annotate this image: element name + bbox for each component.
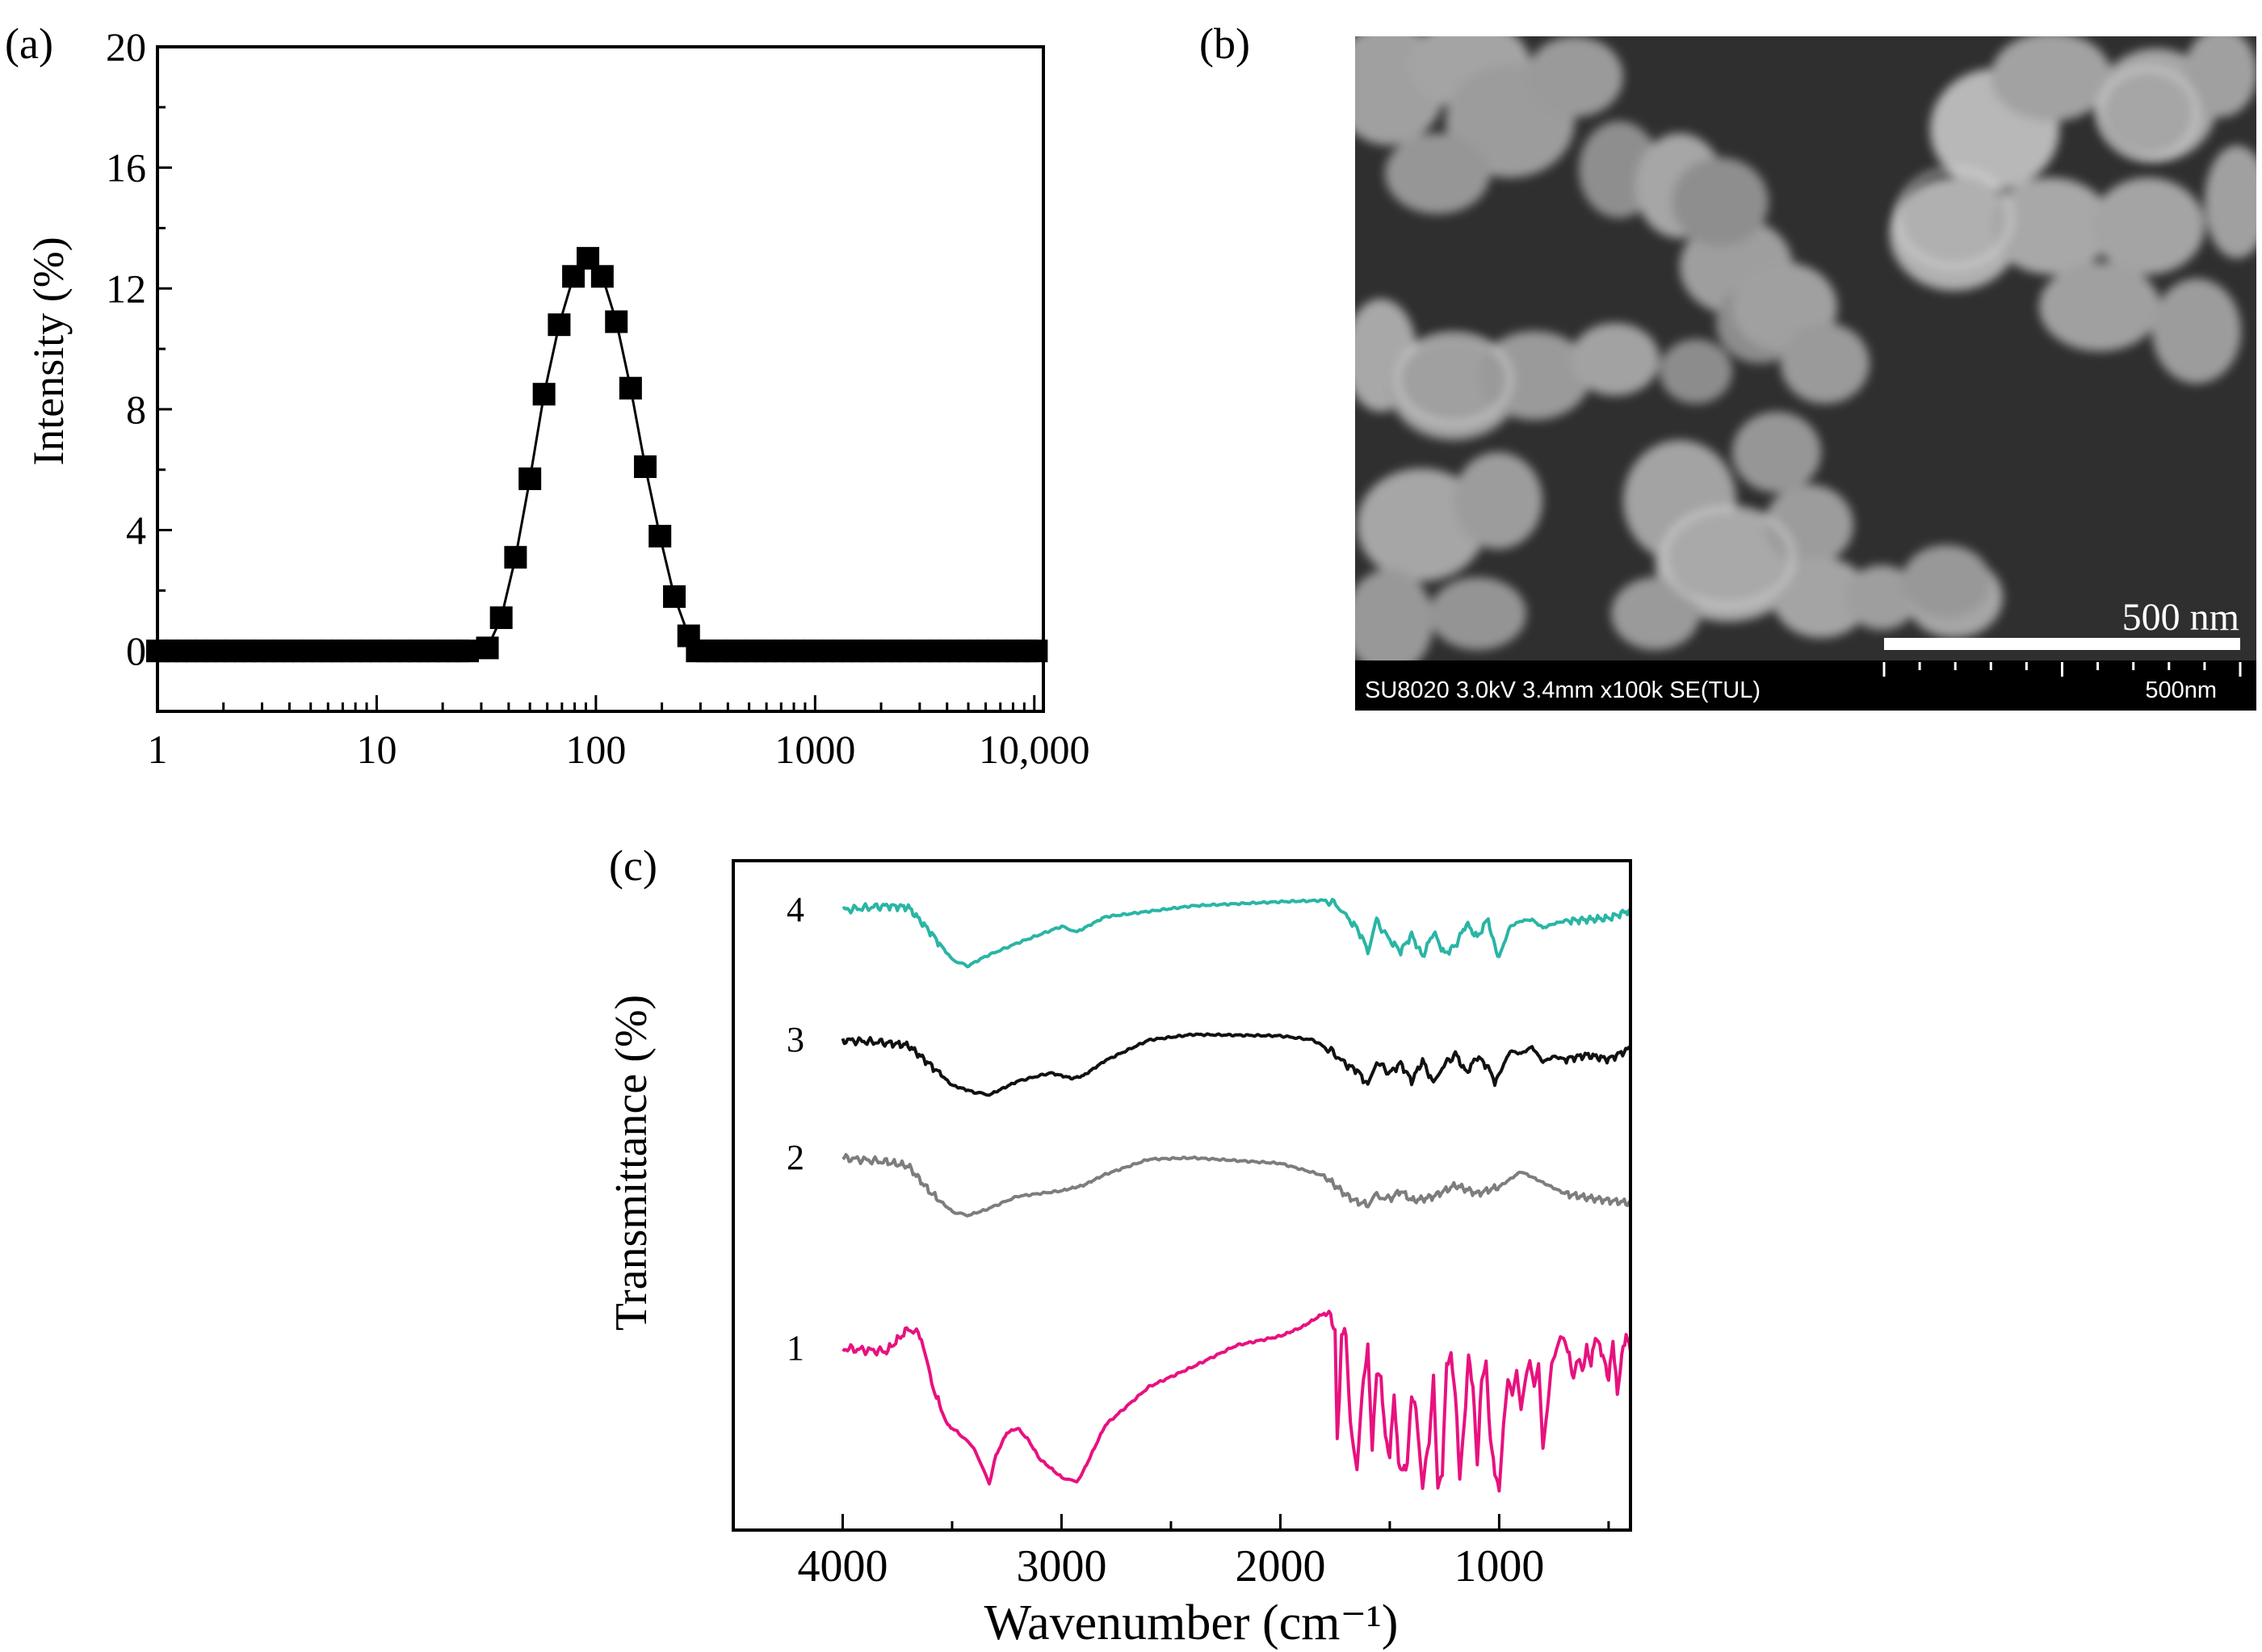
sem-particle <box>2092 178 2205 275</box>
sem-scale-bar <box>1884 638 2240 650</box>
chart-c-series-label: 3 <box>787 1020 804 1059</box>
sem-particle <box>1454 452 1542 549</box>
chart-c-series-3-line <box>841 1032 1632 1097</box>
sem-particle-edge <box>1895 166 2014 270</box>
chart-a-x-tick-label: 1 <box>148 727 168 772</box>
sem-particle <box>1773 557 1870 638</box>
chart-a-x-tick-label: 10,000 <box>979 727 1090 772</box>
chart-a-point-baseline <box>456 639 479 663</box>
sem-particle-edges <box>1394 65 2200 609</box>
chart-c-x-tick-label: 3000 <box>1016 1541 1106 1591</box>
sem-particle <box>2205 145 2256 258</box>
sem-particle-edge <box>2096 65 2200 161</box>
sem-particle <box>1357 468 1486 581</box>
chart-a-y-tick-label: 0 <box>126 628 146 673</box>
chart-c-ylabel: Transmittance (%) <box>606 995 657 1331</box>
panel-label-a: (a) <box>5 19 53 68</box>
chart-c-series-label: 4 <box>787 890 804 929</box>
chart-c-series-2-line <box>841 1153 1632 1218</box>
chart-a-y-tick-label: 12 <box>106 266 146 311</box>
sem-particle <box>1781 323 1870 404</box>
chart-c-x-tick-label: 1000 <box>1454 1541 1544 1591</box>
sem-particle <box>1890 178 2019 291</box>
sem-particle <box>2184 36 2256 117</box>
chart-a-y-tick-label: 8 <box>126 387 146 432</box>
chart-a-y-axis: 0 4 8 12 16 20 <box>106 24 172 673</box>
sem-info-scale-ruler <box>1882 662 2242 677</box>
chart-a-point <box>532 383 556 406</box>
sem-particle <box>1845 565 1918 630</box>
sem-particle <box>1355 569 1433 674</box>
chart-a-y-tick-label: 20 <box>106 24 146 69</box>
sem-particle <box>1571 323 1660 396</box>
chart-a-y-tick-label: 4 <box>126 508 146 553</box>
chart-a-point <box>648 525 672 548</box>
chart-c-series-1-line <box>841 1310 1632 1493</box>
sem-particle <box>1991 178 2112 275</box>
sem-particle <box>1611 577 1700 650</box>
sem-particle-edge <box>1660 505 1796 609</box>
panel-label-c: (c) <box>609 841 657 890</box>
sem-particle <box>2039 262 2160 351</box>
chart-a-ylabel: Intensity (%) <box>24 237 73 465</box>
panel-a-size-distribution-chart: (a) Intensity (%) 0 4 8 12 16 20 1 10 100 1000 10… <box>5 19 1090 772</box>
chart-a-point <box>605 310 628 333</box>
chart-c-x-tick-label: 2000 <box>1235 1541 1325 1591</box>
sem-info-bar-text: SU8020 3.0kV 3.4mm x100k SE(TUL) <box>1365 677 1760 703</box>
chart-a-point <box>619 376 642 400</box>
panel-b-sem-image: (b) <box>1199 19 2256 711</box>
chart-c-series-label: 2 <box>787 1138 804 1177</box>
chart-a-y-tick-label: 16 <box>106 145 146 191</box>
chart-a-point <box>518 467 542 490</box>
sem-particle <box>1765 484 1853 565</box>
chart-c-plot-frame <box>732 859 1632 1532</box>
sem-particle <box>1672 157 1769 246</box>
chart-a-point <box>504 546 527 569</box>
chart-a-point <box>677 624 700 648</box>
chart-a-x-tick-label: 10 <box>356 727 397 772</box>
sem-scale-bar-label: 500 nm <box>2122 596 2239 639</box>
chart-a-series <box>146 246 1048 663</box>
sem-particle <box>2152 279 2241 384</box>
chart-a-x-tick-label: 100 <box>565 727 626 772</box>
chart-c-x-axis: 4000 3000 2000 1000 <box>797 1514 1610 1591</box>
sem-particle <box>1902 545 1991 618</box>
panel-c-ftir-chart: (c) Transmittance (%) Wavenumber (cm⁻¹) … <box>606 841 1632 1650</box>
chart-c-xlabel: Wavenumber (cm⁻¹) <box>984 1595 1399 1650</box>
chart-a-point <box>548 313 571 337</box>
sem-particle-edge <box>1394 332 1513 427</box>
chart-a-point <box>489 606 513 630</box>
sem-particle <box>1385 133 1490 214</box>
chart-c-series-label: 1 <box>787 1328 804 1368</box>
chart-a-x-tick-label: 1000 <box>774 727 855 772</box>
chart-a-series-line <box>486 256 690 649</box>
chart-a-plot-frame <box>156 45 1045 713</box>
sem-particle <box>1429 577 1526 650</box>
sem-particle <box>1526 36 1623 117</box>
chart-a-point <box>590 265 614 288</box>
chart-c-series-labels: 4 3 2 1 <box>787 890 804 1368</box>
chart-a-point <box>476 636 499 660</box>
chart-c-x-tick-label: 4000 <box>797 1541 888 1591</box>
sem-particle <box>1732 412 1821 493</box>
sem-info-bar-scale: 500nm <box>2145 677 2217 703</box>
sem-particle <box>1991 36 2112 121</box>
chart-a-point <box>634 455 657 478</box>
sem-particle <box>1660 339 1732 404</box>
panel-label-b: (b) <box>1199 19 1250 68</box>
chart-c-series-4-line <box>841 897 1631 969</box>
chart-a-x-axis: 1 10 100 1000 10,000 <box>148 695 1090 772</box>
chart-a-point <box>663 585 686 608</box>
sem-info-bar <box>1355 660 2256 711</box>
chart-c-series <box>841 897 1632 1493</box>
